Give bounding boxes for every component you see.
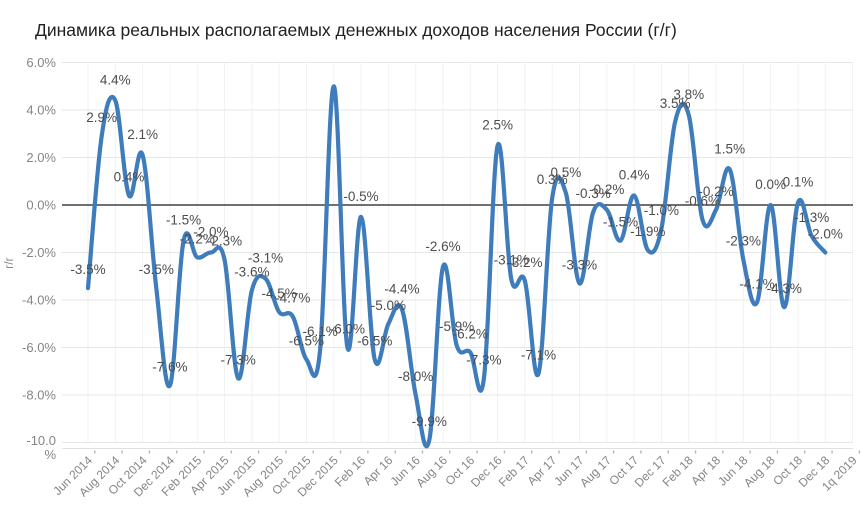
data-point-label: -7.1% (521, 348, 556, 363)
data-point-label: 2.5% (482, 118, 513, 133)
data-point-label: -3.1% (494, 253, 529, 268)
data-point-label: -6.2% (453, 326, 488, 341)
data-point-label: -7.6% (152, 360, 187, 375)
data-point-label: 2.9% (86, 110, 117, 125)
data-point-label: -6.5% (357, 333, 392, 348)
x-axis-tick-label: Aug 18 (741, 453, 778, 490)
data-point-label: -2.2% (180, 231, 215, 246)
data-point-label: -7.3% (466, 352, 501, 367)
y-axis-tick-label: -2.0% (22, 245, 56, 260)
data-point-label: -5.0% (371, 298, 406, 313)
data-point-label: -6.5% (289, 333, 324, 348)
data-point-label: -3.1% (248, 251, 283, 266)
data-point-label: -1.5% (603, 215, 638, 230)
data-point-label: -7.3% (221, 352, 256, 367)
data-point-label: -4.1% (739, 276, 774, 291)
data-point-label: -0.6% (685, 193, 720, 208)
data-point-label: -3.5% (139, 262, 174, 277)
data-point-label: 0.5% (550, 165, 581, 180)
data-point-label: -2.0% (193, 225, 228, 240)
y-axis-tick-label: 2.0% (26, 150, 56, 165)
data-point-label: -3.3% (562, 257, 597, 272)
data-point-label: -9.9% (412, 414, 447, 429)
data-point-label: -2.3% (726, 234, 761, 249)
data-point-label: -6.1% (302, 324, 337, 339)
y-axis-tick-label: 4.0% (26, 103, 56, 118)
data-point-label: -3.2% (507, 255, 542, 270)
data-point-label: 3.8% (673, 87, 704, 102)
data-point-label: -1.9% (630, 224, 665, 239)
data-point-label: -3.5% (70, 262, 105, 277)
y-axis-tick-label: 0.0% (26, 198, 56, 213)
data-point-label: -2.6% (425, 239, 460, 254)
y-axis-tick-label: 6.0% (26, 55, 56, 70)
y-axis-tick-label: -10.0 (26, 433, 56, 448)
data-point-label: -0.5% (343, 189, 378, 204)
data-point-label: -1.5% (166, 213, 201, 228)
x-axis-tick-label: Aug 16 (413, 453, 450, 490)
y-axis-tick-label: -6.0% (22, 340, 56, 355)
data-point-label: -4.7% (275, 291, 310, 306)
data-point-label: -4.3% (767, 281, 802, 296)
y-axis-title: г/г (4, 257, 16, 269)
data-point-label: 0.0% (755, 177, 786, 192)
data-point-label: 0.4% (619, 168, 650, 183)
x-axis-tick-label: Aug 17 (577, 453, 614, 490)
chart-title: Динамика реальных располагаемых денежных… (35, 20, 677, 40)
data-point-label: -6.0% (330, 322, 365, 337)
data-point-label: 4.4% (100, 73, 131, 88)
data-point-label: -0.2% (698, 184, 733, 199)
data-point-label: -4.5% (262, 286, 297, 301)
x-axis-tick-label: Feb 16 (332, 453, 369, 490)
data-point-label: 0.3% (537, 172, 568, 187)
data-point-label: -0.3% (576, 186, 611, 201)
x-axis-tick-label: Feb 17 (496, 453, 533, 490)
data-point-label: -8.0% (398, 369, 433, 384)
data-point-label: 0.4% (114, 170, 145, 185)
data-point-label: -2.3% (207, 234, 242, 249)
data-point-label: 3.5% (660, 96, 691, 111)
data-point-label: 2.1% (127, 127, 158, 142)
y-axis-tick-label: % (44, 447, 56, 462)
data-point-label: 1.5% (714, 141, 745, 156)
y-axis-tick-label: -4.0% (22, 293, 56, 308)
data-point-label: -4.4% (384, 282, 419, 297)
y-axis-tick-label: -8.0% (22, 388, 56, 403)
data-point-label: 0.1% (783, 175, 814, 190)
x-axis-tick-label: Feb 18 (660, 453, 697, 490)
series-line (85, 84, 828, 449)
data-point-label: -2.0% (808, 227, 843, 242)
data-point-label: -0.2% (589, 182, 624, 197)
data-point-label: -1.3% (794, 210, 829, 225)
data-point-label: -1.0% (644, 203, 679, 218)
data-point-label: -3.6% (234, 265, 269, 280)
data-point-label: -5.9% (439, 319, 474, 334)
